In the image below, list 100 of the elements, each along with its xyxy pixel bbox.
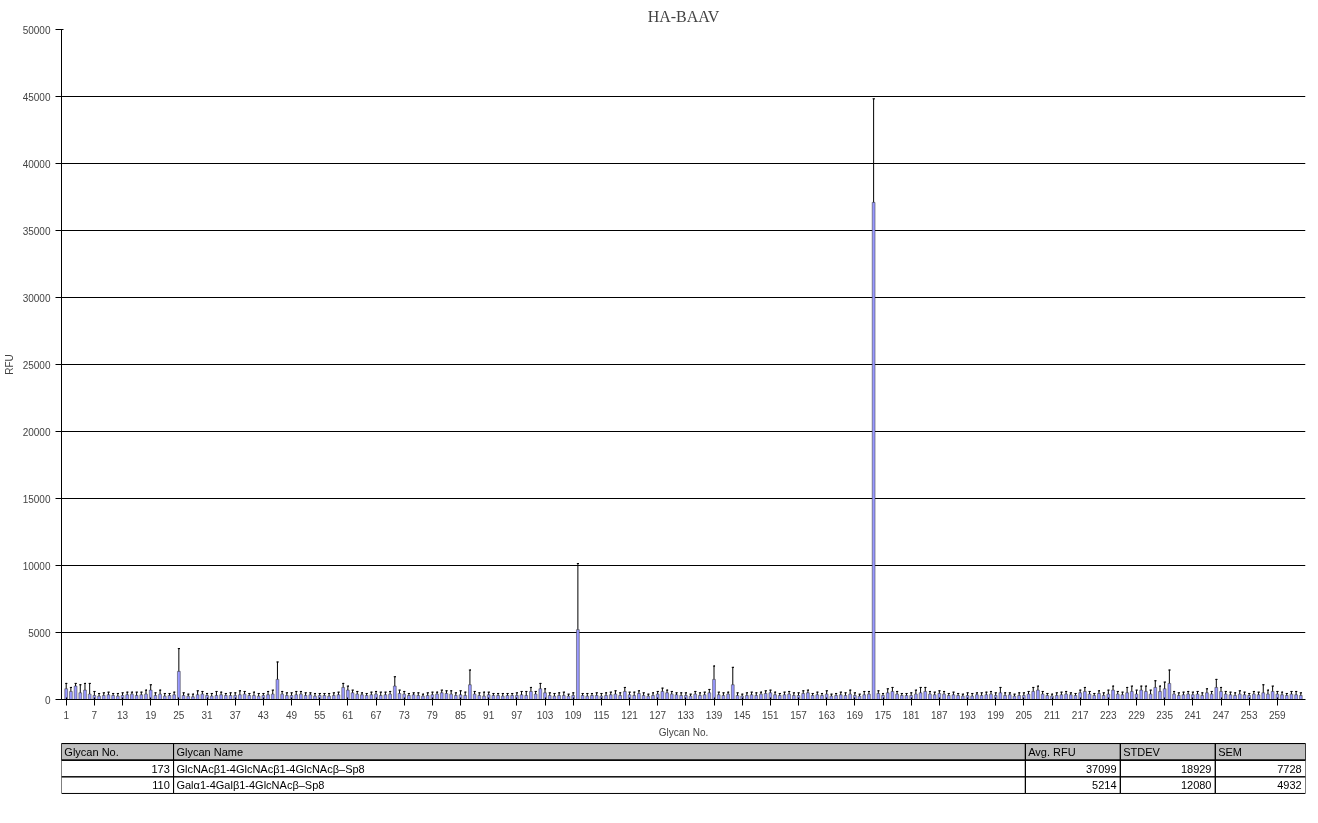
x-tick-label: 181 xyxy=(902,709,920,721)
x-tick-label: 49 xyxy=(285,709,298,721)
text: 4932 xyxy=(1277,779,1302,792)
x-tick-label: 133 xyxy=(677,709,695,721)
bar xyxy=(979,695,984,700)
text: SEM xyxy=(1218,745,1242,758)
y-tick-label: 15000 xyxy=(22,493,51,505)
bar xyxy=(289,695,294,700)
bar xyxy=(411,694,416,700)
x-tick-label: 37 xyxy=(229,709,242,721)
x-tick-label: 1 xyxy=(63,709,70,721)
bar xyxy=(674,694,679,700)
bar xyxy=(458,694,463,700)
text: Glycan Name xyxy=(176,745,244,758)
bar xyxy=(890,691,895,700)
bar xyxy=(627,694,632,700)
bar xyxy=(843,695,848,700)
bar xyxy=(444,693,449,700)
x-tick-label: 175 xyxy=(874,709,892,721)
x-tick-label: 31 xyxy=(201,709,214,721)
bar xyxy=(167,695,172,700)
text: Galα1-4Galβ1-4GlcNAcβ–Sp8 xyxy=(176,779,325,792)
bar xyxy=(721,695,726,700)
y-tick-label: 10000 xyxy=(22,560,51,572)
x-tick-label: 247 xyxy=(1212,709,1230,721)
bar xyxy=(491,695,496,700)
x-tick-label: 61 xyxy=(342,709,354,721)
x-tick-label: 19 xyxy=(145,709,157,721)
bar xyxy=(214,695,219,700)
x-tick-label: 7 xyxy=(91,709,98,721)
bar xyxy=(1256,694,1261,700)
bar xyxy=(904,695,909,700)
bar xyxy=(749,694,754,700)
x-tick-label: 43 xyxy=(257,709,270,721)
text: 37099 xyxy=(1085,762,1117,775)
bar xyxy=(932,694,937,700)
bar xyxy=(1289,693,1294,700)
x-tick-label: 121 xyxy=(621,709,639,721)
x-tick-label: 97 xyxy=(511,709,523,721)
bar xyxy=(1040,693,1045,700)
text: 18929 xyxy=(1180,762,1212,775)
bar xyxy=(763,693,768,700)
x-tick-label: 109 xyxy=(564,709,582,721)
x-tick-label: 85 xyxy=(454,709,467,721)
bar xyxy=(92,695,97,700)
y-tick-label: 0 xyxy=(44,694,51,706)
bar xyxy=(1026,693,1031,700)
y-tick-label: 40000 xyxy=(22,158,51,170)
text: 173 xyxy=(151,762,170,775)
bar xyxy=(782,694,787,700)
bar xyxy=(965,695,970,700)
x-tick-label: 211 xyxy=(1044,709,1061,721)
text: Glycan No. xyxy=(64,745,119,758)
bar xyxy=(275,679,280,700)
x-tick-label: 55 xyxy=(314,709,326,721)
bar xyxy=(195,694,200,700)
x-tick-label: 217 xyxy=(1071,709,1089,721)
bar xyxy=(1167,683,1172,700)
bar xyxy=(1134,693,1139,700)
bar xyxy=(106,694,111,700)
x-tick-label: 259 xyxy=(1268,709,1287,721)
y-tick-label: 20000 xyxy=(22,426,51,438)
x-tick-label: 79 xyxy=(426,709,439,721)
bar xyxy=(1195,693,1200,700)
bar xyxy=(228,695,233,700)
bar xyxy=(1120,694,1125,700)
bar xyxy=(1101,695,1106,700)
text: STDEV xyxy=(1123,745,1161,758)
x-tick-label: 157 xyxy=(790,709,808,721)
y-tick-label: 50000 xyxy=(22,24,51,36)
bar xyxy=(1059,694,1064,700)
bar xyxy=(796,695,801,700)
text: 7728 xyxy=(1277,762,1302,775)
x-tick-label: 103 xyxy=(536,709,554,721)
x-tick-label: 235 xyxy=(1156,709,1174,721)
bar xyxy=(364,695,369,700)
y-tick-label: 35000 xyxy=(22,225,51,237)
text: 110 xyxy=(152,779,170,792)
x-tick-label: 193 xyxy=(959,709,977,721)
x-tick-label: 253 xyxy=(1240,709,1258,721)
bar xyxy=(261,695,266,700)
bar xyxy=(998,692,1003,700)
x-tick-label: 187 xyxy=(931,709,949,721)
bar xyxy=(641,695,646,700)
x-tick-label: 115 xyxy=(593,709,610,721)
bar xyxy=(1228,694,1233,700)
text: GlcNAcβ1-4GlcNAcβ1-4GlcNAcβ–Sp8 xyxy=(176,762,365,775)
bar xyxy=(430,694,435,700)
bar xyxy=(1181,694,1186,700)
x-tick-label: 13 xyxy=(116,709,129,721)
text: 5214 xyxy=(1092,779,1117,792)
x-tick-label: 73 xyxy=(398,709,411,721)
y-tick-label: 25000 xyxy=(22,359,51,371)
bar xyxy=(810,695,815,700)
bar xyxy=(702,694,707,700)
bar xyxy=(242,693,247,700)
bar xyxy=(303,695,308,700)
x-tick-label: 139 xyxy=(705,709,723,721)
x-tick-label: 151 xyxy=(762,709,780,721)
bar xyxy=(1270,691,1275,700)
